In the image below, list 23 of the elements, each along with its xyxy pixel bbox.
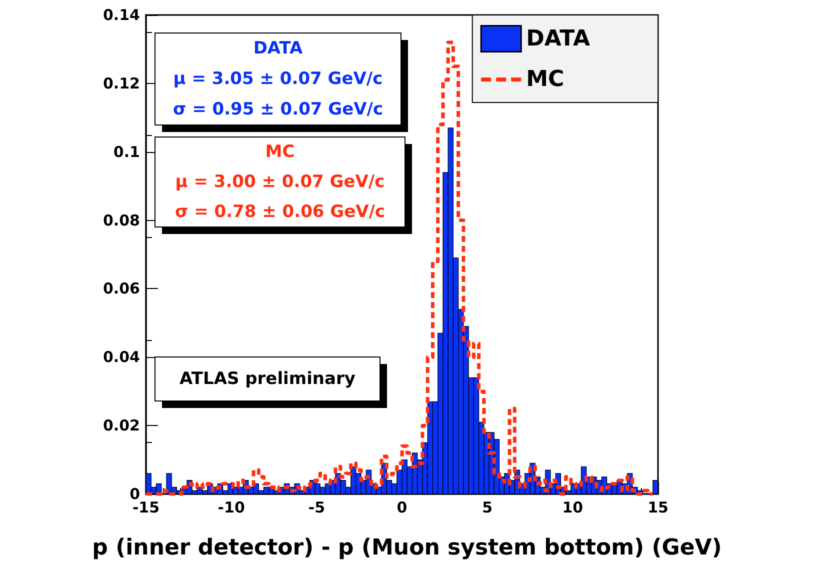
- annotation: μ = 3.05 ± 0.07 GeV/c: [173, 69, 383, 89]
- y-tick-label: 0.04: [102, 348, 140, 366]
- annotation: σ = 0.78 ± 0.06 GeV/c: [174, 202, 386, 222]
- annotation: σ = 0.95 ± 0.07 GeV/c: [172, 100, 384, 120]
- annotation: ATLAS preliminary: [180, 369, 356, 389]
- legend-label: DATA: [526, 26, 590, 52]
- x-axis-title: p (inner detector) - p (Muon system bottom) (GeV): [92, 536, 722, 560]
- legend-label: MC: [526, 67, 564, 92]
- x-tick-label: 15: [648, 498, 668, 516]
- x-tick-label: -10: [218, 498, 245, 516]
- y-tick-label: 0.1: [113, 142, 140, 161]
- x-tick-label: 10: [562, 498, 584, 516]
- y-tick-label: 0.02: [102, 416, 140, 435]
- annotation: μ = 3.00 ± 0.07 GeV/c: [175, 172, 385, 192]
- x-tick-label: 0: [396, 498, 408, 516]
- annotation: MC: [265, 142, 295, 162]
- y-tick-label: 0.06: [102, 280, 140, 298]
- y-tick-label: 0.08: [102, 211, 140, 230]
- y-tick-label: 0.14: [102, 6, 140, 24]
- annotation: DATA: [253, 38, 304, 58]
- x-tick-label: 5: [482, 498, 493, 516]
- x-tick-label: -5: [308, 498, 326, 516]
- y-tick-label: 0.12: [102, 74, 140, 92]
